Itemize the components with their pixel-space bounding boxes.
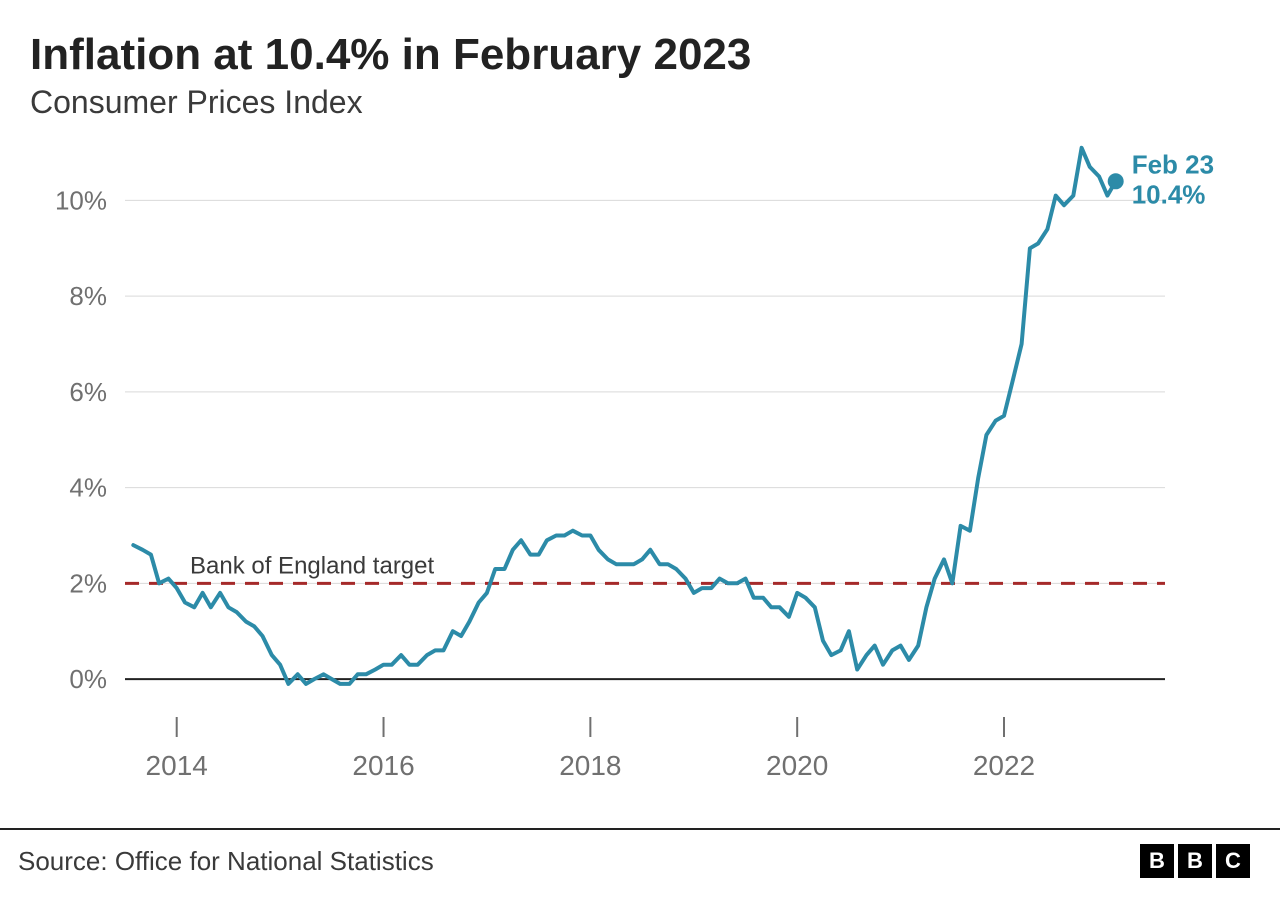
y-axis-label: 8% [69, 281, 107, 311]
bbc-logo-letter: C [1216, 844, 1250, 878]
y-axis-label: 10% [55, 185, 107, 215]
line-chart-svg: 0% 2% 4% 6% 8% 10% Bank of England target 2014 2… [30, 129, 1250, 809]
inflation-series-line [133, 148, 1115, 684]
y-axis-label: 2% [69, 568, 107, 598]
end-point-label-value: 10.4% [1132, 179, 1206, 209]
target-label: Bank of England target [190, 552, 435, 579]
x-axis-label: 2018 [559, 750, 621, 781]
x-axis-label: 2022 [973, 750, 1035, 781]
x-axis-label: 2020 [766, 750, 828, 781]
chart-subtitle: Consumer Prices Index [30, 84, 1250, 121]
chart-container: Inflation at 10.4% in February 2023 Cons… [0, 0, 1280, 900]
bbc-logo-letter: B [1140, 844, 1174, 878]
bbc-logo-letter: B [1178, 844, 1212, 878]
source-text: Source: Office for National Statistics [18, 846, 434, 877]
x-axis-label: 2014 [146, 750, 208, 781]
y-axis-label: 4% [69, 473, 107, 503]
chart-area: 0% 2% 4% 6% 8% 10% Bank of England target 2014 2… [30, 129, 1250, 809]
end-point-label-date: Feb 23 [1132, 149, 1214, 179]
y-axis-label: 0% [69, 664, 107, 694]
x-axis-label: 2016 [352, 750, 414, 781]
y-axis-label: 6% [69, 377, 107, 407]
footer: Source: Office for National Statistics B… [0, 828, 1280, 900]
chart-title: Inflation at 10.4% in February 2023 [30, 30, 1250, 80]
bbc-logo: B B C [1140, 844, 1250, 878]
